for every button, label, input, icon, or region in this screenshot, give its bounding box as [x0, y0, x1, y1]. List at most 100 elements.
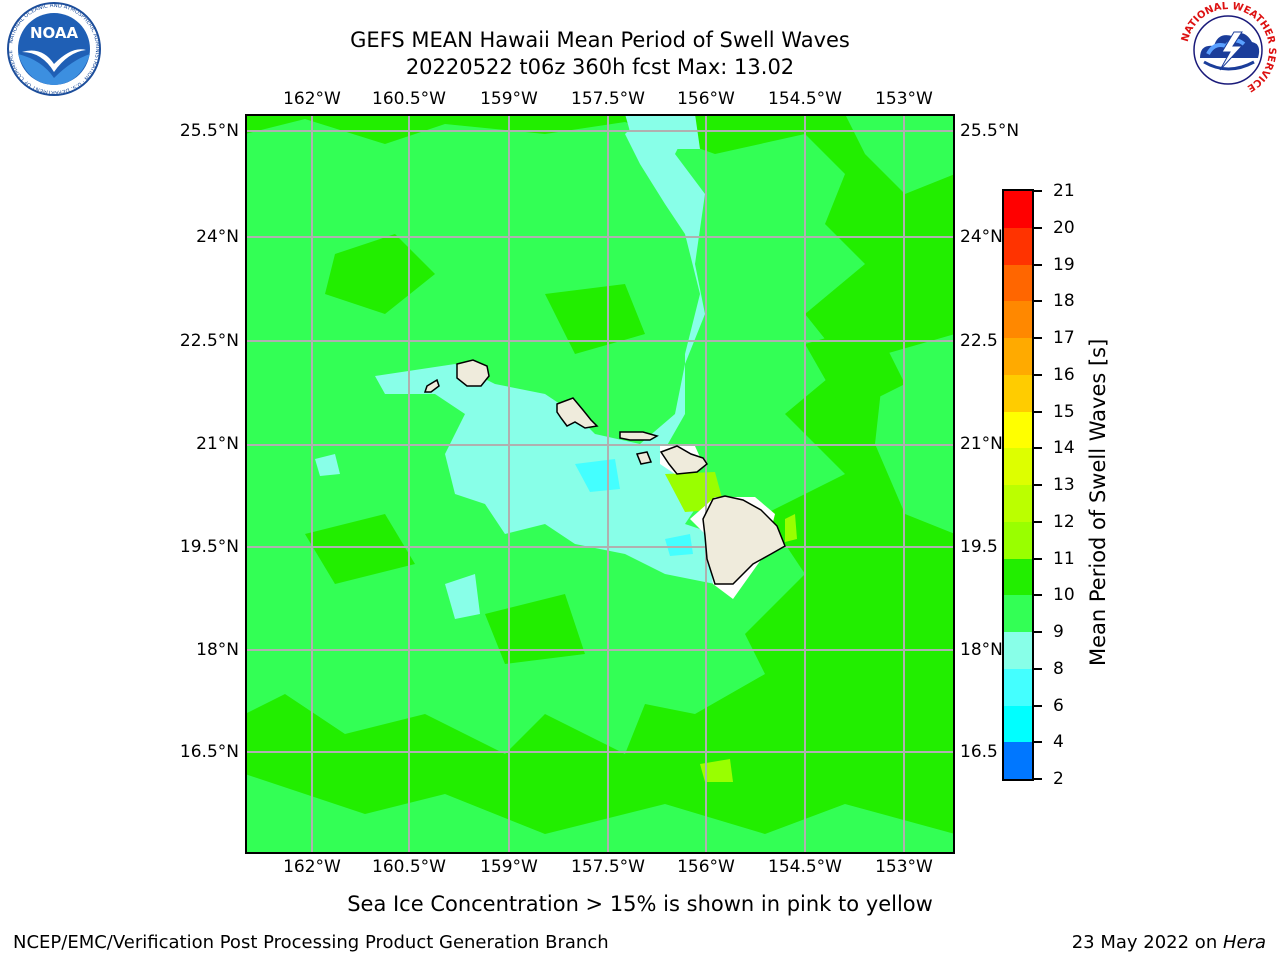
- swell-period-map: [245, 114, 955, 854]
- colorbar-segment: [1004, 595, 1032, 632]
- colorbar-label: 19: [1053, 254, 1075, 275]
- lat-label-left: 21°N: [196, 434, 239, 454]
- period-11-12-patch: [305, 514, 415, 584]
- lon-label-top: 160.5°W: [372, 89, 446, 109]
- footer-right: 23 May 2022 on Hera: [1072, 932, 1266, 954]
- period-12-13-patch: [785, 514, 797, 542]
- colorbar-segment: [1004, 668, 1032, 706]
- lat-label-right: 22.5: [960, 331, 998, 351]
- map-gridlines: [245, 114, 955, 854]
- period-12-13-patch: [700, 759, 733, 782]
- lat-label-left: 22.5°N: [179, 331, 239, 351]
- colorbar-tick: [1034, 520, 1042, 523]
- period-9-10-region: [375, 114, 715, 584]
- colorbar-tick: [1034, 557, 1042, 560]
- lat-label-right: 25.5°N: [960, 121, 1020, 141]
- lon-label-bottom: 159°W: [480, 857, 538, 877]
- colorbar-segments: [1004, 191, 1032, 779]
- island-maui: [659, 445, 709, 475]
- island-hawaii: [702, 495, 786, 585]
- period-10-11-bottom: [245, 774, 955, 854]
- period-11-12-patch: [805, 324, 905, 414]
- lon-label-top: 156°W: [677, 89, 735, 109]
- colorbar-tick: [1034, 226, 1042, 229]
- noaa-logo: NOAA NATIONAL OCEANIC AND ATMOSPHERIC AD…: [2, 2, 102, 98]
- lat-label-left: 25.5°N: [179, 121, 239, 141]
- lon-label-bottom: 154.5°W: [768, 857, 842, 877]
- chart-title-line1: GEFS MEAN Hawaii Mean Period of Swell Wa…: [350, 28, 850, 52]
- period-9-10-patch: [315, 454, 340, 476]
- colorbar-tick: [1034, 594, 1042, 597]
- colorbar-label: 17: [1053, 328, 1075, 348]
- colorbar-segment: [1004, 374, 1032, 412]
- colorbar-tick: [1034, 190, 1042, 192]
- footer-host: Hera: [1222, 932, 1266, 953]
- colorbar-segment: [1004, 521, 1032, 559]
- lon-label-bottom: 153°W: [875, 857, 933, 877]
- colorbar-tick: [1034, 300, 1042, 303]
- footer-left: NCEP/EMC/Verification Post Processing Pr…: [13, 932, 609, 953]
- colorbar-label: 18: [1053, 291, 1075, 312]
- colorbar-tick: [1034, 447, 1042, 450]
- period-10-11-top-right: [845, 114, 955, 194]
- lat-label-right: 16.5: [960, 742, 998, 762]
- lon-label-top: 153°W: [875, 89, 933, 109]
- colorbar-tick: [1034, 373, 1042, 376]
- colorbar-label: 8: [1053, 658, 1064, 679]
- colorbar-segment: [1004, 227, 1032, 265]
- period-11-12-patch: [325, 234, 435, 314]
- colorbar-segment: [1004, 558, 1032, 596]
- colorbar-label: 13: [1053, 475, 1075, 495]
- lon-label-bottom: 156°W: [677, 857, 735, 877]
- island-molokai: [619, 431, 659, 441]
- lon-label-top: 159°W: [480, 89, 538, 109]
- lon-label-bottom: 162°W: [283, 857, 341, 877]
- colorbar-tick: [1034, 263, 1042, 266]
- colorbar-tick: [1034, 410, 1042, 413]
- colorbar-segment: [1004, 301, 1032, 338]
- colorbar-label: 12: [1053, 511, 1075, 532]
- colorbar-label: 21: [1053, 181, 1075, 201]
- lon-label-bottom: 160.5°W: [372, 857, 446, 877]
- period-9-10-patch: [445, 574, 480, 619]
- colorbar-label: 11: [1053, 548, 1075, 569]
- colorbar-title: Mean Period of Swell Waves [s]: [1086, 338, 1110, 666]
- colorbar-segment: [1004, 485, 1032, 522]
- island-niihau: [423, 378, 440, 393]
- colorbar-tick: [1034, 704, 1042, 707]
- lat-label-left: 19.5°N: [179, 537, 239, 557]
- lat-label-right: 19.5: [960, 537, 998, 557]
- lat-label-right: 24°N: [960, 227, 1003, 247]
- colorbar-segment: [1004, 411, 1032, 449]
- colorbar-label: 16: [1053, 364, 1075, 385]
- lat-label-left: 24°N: [196, 227, 239, 247]
- lat-label-right: 18°N: [960, 640, 1003, 660]
- colorbar-label: 4: [1053, 732, 1064, 753]
- island-oahu: [556, 397, 599, 429]
- lat-label-left: 16.5°N: [179, 742, 239, 762]
- period-11-12-patch: [545, 284, 645, 354]
- colorbar-label: 14: [1053, 438, 1075, 459]
- colorbar-tick: [1034, 667, 1042, 670]
- colorbar: [1002, 189, 1034, 781]
- colorbar-segment: [1004, 705, 1032, 743]
- period-8-9-patch: [665, 534, 693, 556]
- island-kauai: [456, 359, 490, 387]
- lon-label-top: 162°W: [283, 89, 341, 109]
- colorbar-tick: [1034, 484, 1042, 486]
- colorbar-label: 20: [1053, 217, 1075, 238]
- colorbar-label: 15: [1053, 401, 1075, 422]
- noaa-logo-text: NOAA: [30, 24, 79, 42]
- colorbar-label: 10: [1053, 585, 1075, 606]
- lat-label-right: 21°N: [960, 434, 1003, 454]
- colorbar-segment: [1004, 632, 1032, 669]
- colorbar-segment: [1004, 448, 1032, 485]
- island-lanai: [635, 451, 653, 465]
- lon-label-top: 154.5°W: [768, 89, 842, 109]
- lon-label-bottom: 157.5°W: [571, 857, 645, 877]
- footer-date: 23 May 2022 on: [1071, 932, 1223, 953]
- chart-title-line2: 20220522 t06z 360h fcst Max: 13.02: [405, 55, 795, 79]
- colorbar-tick: [1034, 337, 1042, 339]
- islands: [423, 359, 786, 585]
- colorbar-label: 6: [1053, 695, 1064, 716]
